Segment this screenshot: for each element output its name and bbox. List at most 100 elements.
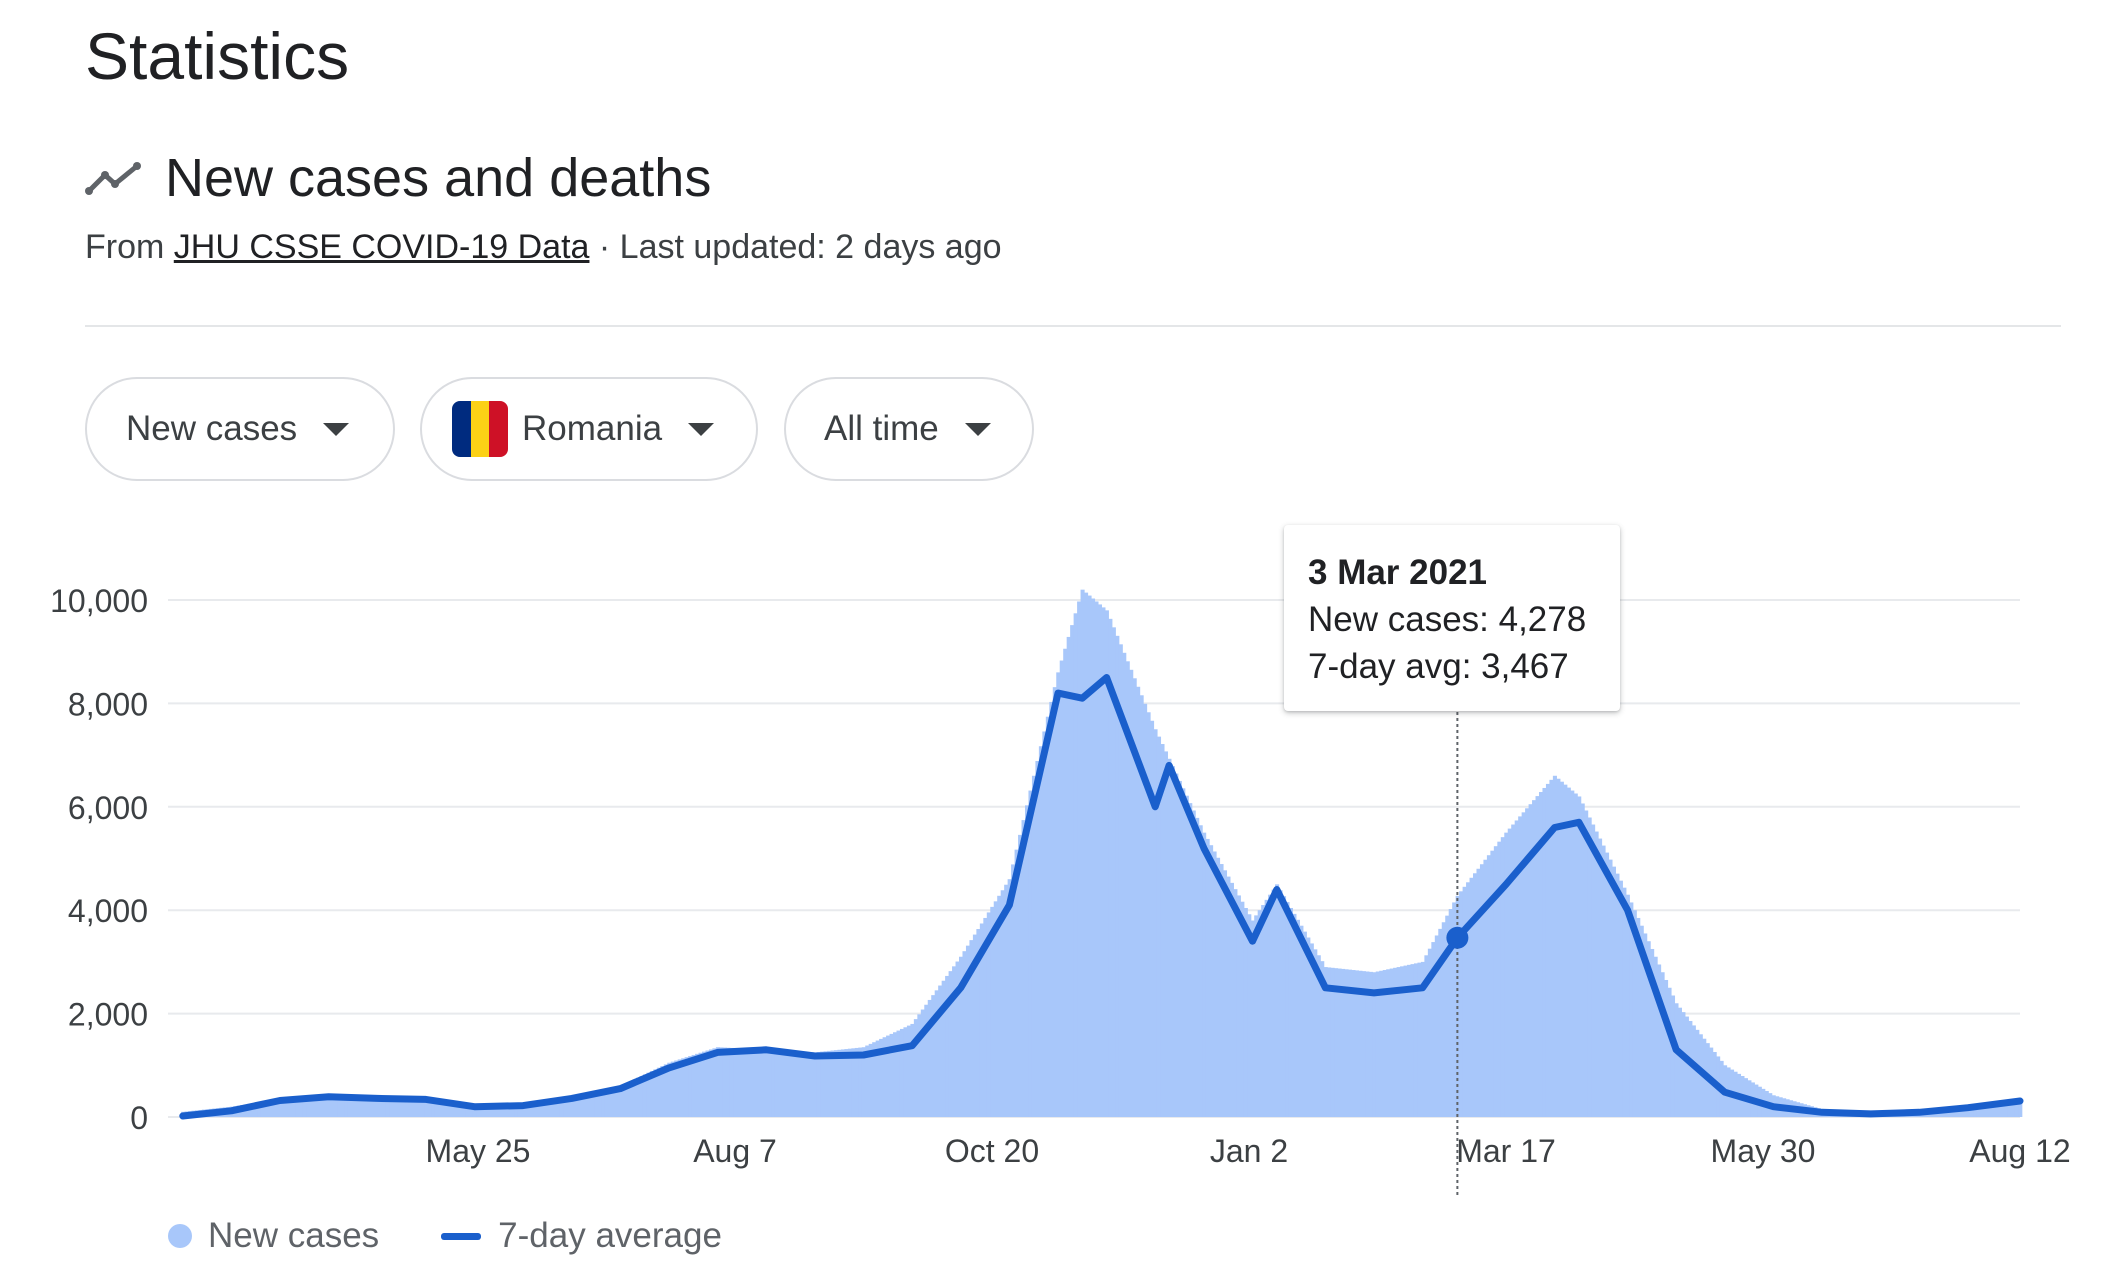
new-cases-bar	[1577, 796, 1582, 1117]
new-cases-bar	[948, 971, 953, 1117]
new-cases-bar	[1976, 1105, 1981, 1117]
new-cases-bar	[1379, 970, 1384, 1117]
new-cases-bar	[993, 901, 998, 1117]
new-cases-bar	[462, 1106, 467, 1117]
cases-chart[interactable]: 0 2,000 4,000 6,000 8,000 10,000 May 25 Aug 7 Oc…	[0, 520, 2122, 1210]
tooltip-date: 3 Mar 2021	[1308, 553, 1488, 592]
x-tick-label: Aug 7	[693, 1133, 777, 1169]
new-cases-bar	[1469, 877, 1474, 1117]
x-tick-label: Jan 2	[1210, 1133, 1288, 1169]
legend-line-label: 7-day average	[498, 1216, 722, 1255]
new-cases-bar	[611, 1087, 616, 1117]
new-cases-bar	[1566, 787, 1571, 1117]
new-cases-bar	[715, 1047, 720, 1117]
new-cases-bar	[691, 1054, 696, 1117]
new-cases-bar	[2004, 1101, 2009, 1117]
new-cases-bar	[1983, 1104, 1988, 1117]
region-dropdown[interactable]: Romania	[420, 377, 758, 481]
x-tick-label: May 30	[1711, 1133, 1816, 1169]
new-cases-bar	[465, 1106, 470, 1117]
new-cases-bar	[451, 1105, 457, 1117]
new-cases-bar	[1073, 613, 1078, 1117]
new-cases-bar	[580, 1094, 585, 1117]
new-cases-bar	[917, 1014, 922, 1117]
new-cases-bar	[295, 1097, 300, 1117]
source-link[interactable]: JHU CSSE COVID-19 Data	[173, 228, 590, 266]
chart-legend: New cases 7-day average	[168, 1216, 722, 1256]
new-cases-bar	[1695, 1029, 1700, 1117]
new-cases-bar	[1007, 879, 1012, 1117]
new-cases-bar	[771, 1050, 776, 1117]
new-cases-bar	[1101, 607, 1106, 1117]
trending-line-icon	[85, 162, 141, 195]
new-cases-bar	[545, 1100, 550, 1117]
new-cases-bar	[1111, 627, 1116, 1117]
new-cases-bar	[750, 1049, 755, 1117]
new-cases-bar	[1299, 925, 1304, 1117]
new-cases-bar	[629, 1080, 634, 1117]
new-cases-bar	[379, 1099, 384, 1117]
new-cases-bar	[493, 1106, 498, 1117]
new-cases-bar	[1948, 1109, 1953, 1117]
new-cases-bar	[646, 1072, 651, 1117]
new-cases-bar	[1278, 890, 1283, 1117]
new-cases-bar	[1483, 859, 1488, 1117]
new-cases-bar	[1344, 969, 1349, 1117]
new-cases-bar	[285, 1098, 290, 1117]
new-cases-bar	[1254, 915, 1259, 1117]
new-cases-bar	[1525, 808, 1530, 1117]
new-cases-bar	[681, 1058, 686, 1117]
new-cases-bar	[399, 1100, 404, 1117]
new-cases-bar	[1309, 943, 1314, 1117]
new-cases-bar	[1216, 857, 1221, 1117]
new-cases-bar	[615, 1086, 620, 1117]
new-cases-bar	[1424, 955, 1429, 1117]
x-tick-label: May 25	[426, 1133, 531, 1169]
new-cases-bar	[656, 1067, 661, 1117]
new-cases-bar	[1559, 781, 1564, 1117]
new-cases-bar	[434, 1102, 439, 1117]
tooltip-average: 7-day avg: 3,467	[1308, 647, 1569, 686]
seven-day-average-line	[179, 674, 2024, 1120]
new-cases-bar	[1163, 751, 1168, 1117]
new-cases-bar	[1167, 758, 1172, 1117]
new-cases-bar	[2018, 1099, 2023, 1117]
new-cases-bar	[250, 1103, 255, 1117]
new-cases-bar	[1118, 644, 1123, 1117]
new-cases-bar	[972, 934, 977, 1117]
new-cases-bar	[573, 1096, 578, 1117]
new-cases-bar	[1518, 816, 1523, 1117]
new-cases-bar	[816, 1052, 821, 1117]
new-cases-bar	[1497, 841, 1502, 1117]
new-cases-bar	[754, 1049, 759, 1117]
new-cases-bar	[1445, 915, 1450, 1117]
new-cases-bar	[292, 1098, 297, 1117]
time-range-dropdown[interactable]: All time	[784, 377, 1034, 481]
new-cases-bar	[271, 1100, 276, 1117]
flag-stripe-yellow	[470, 401, 490, 457]
new-cases-bar	[952, 966, 957, 1117]
metric-dropdown[interactable]: New cases	[85, 377, 395, 481]
new-cases-bar	[1646, 941, 1651, 1117]
last-updated: · Last updated: 2 days ago	[598, 228, 1002, 266]
new-cases-bar	[1521, 812, 1526, 1117]
new-cases-bar	[524, 1103, 529, 1117]
new-cases-bar	[1462, 886, 1467, 1117]
new-cases-bar	[1420, 961, 1425, 1117]
new-cases-bar	[403, 1100, 408, 1117]
new-cases-bar	[344, 1097, 349, 1117]
new-cases-bar	[639, 1076, 644, 1117]
new-cases-bar	[674, 1060, 679, 1117]
caret-down-icon	[964, 422, 991, 436]
new-cases-bar	[1618, 880, 1623, 1117]
new-cases-bar	[854, 1047, 859, 1117]
new-cases-bar	[2007, 1101, 2012, 1117]
new-cases-bar	[1511, 824, 1516, 1117]
new-cases-bar	[2014, 1100, 2019, 1117]
new-cases-bar	[1427, 948, 1432, 1117]
new-cases-bar	[997, 895, 1002, 1117]
new-cases-bar	[1365, 971, 1370, 1117]
new-cases-bar	[1275, 884, 1280, 1117]
new-cases-bar	[1268, 894, 1273, 1117]
region-dropdown-label: Romania	[522, 409, 663, 448]
